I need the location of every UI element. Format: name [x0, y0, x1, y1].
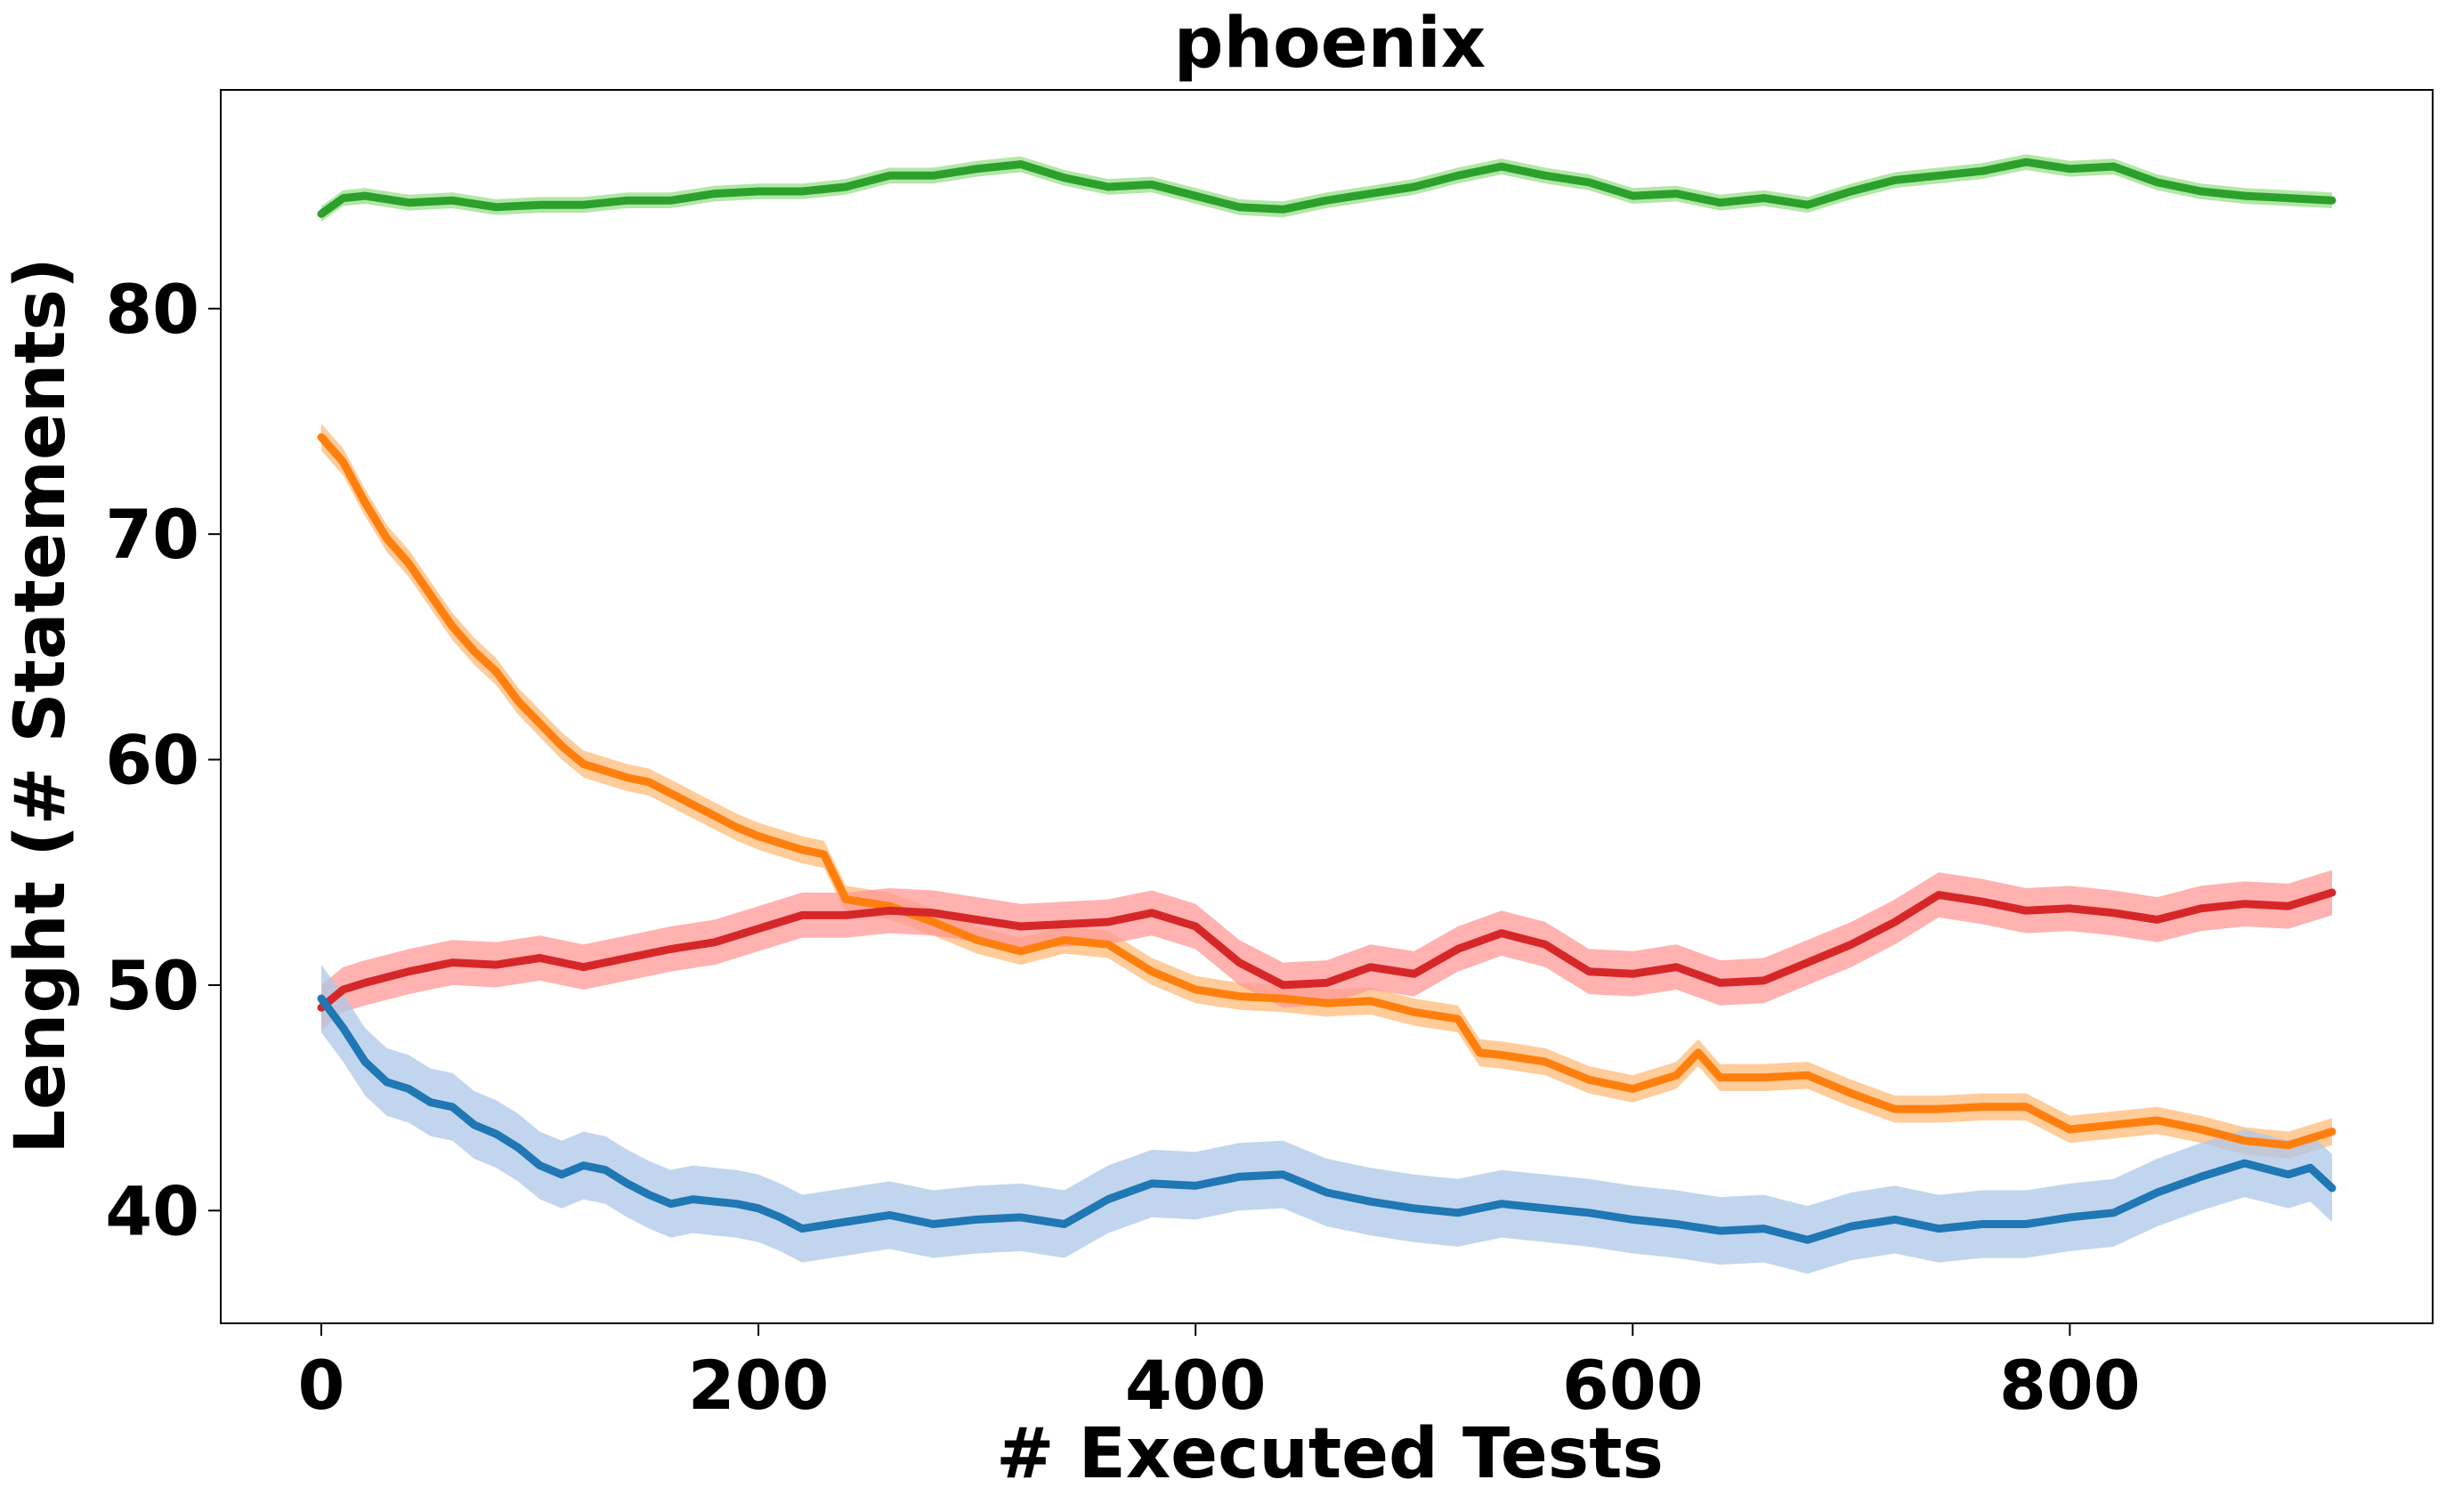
y-tick-label: 70	[105, 495, 199, 574]
x-tick-label: 0	[298, 1346, 345, 1425]
series-3-line	[317, 888, 2337, 1012]
series-2-band	[321, 424, 2332, 1159]
plot-frame	[220, 89, 2434, 1324]
x-axis-label: # Executed Tests	[996, 1414, 1664, 1494]
y-axis-ticks: 40 50 60 70 80	[105, 270, 221, 1250]
y-tick-label: 80	[105, 270, 199, 349]
y-axis-label: Lenght (# Statements)	[1, 257, 81, 1153]
y-tick-label: 50	[105, 946, 199, 1025]
x-tick-label: 200	[688, 1346, 830, 1425]
series-1-band	[321, 154, 2332, 222]
series-2-line	[317, 433, 2337, 1150]
x-tick-label: 400	[1125, 1346, 1267, 1425]
y-tick-label: 40	[105, 1171, 199, 1250]
x-tick-label: 600	[1562, 1346, 1704, 1425]
series-3-band	[321, 869, 2332, 1031]
y-tick-label: 60	[105, 721, 199, 800]
series-4-band	[321, 965, 2332, 1274]
chart-title: phoenix	[1174, 4, 1486, 84]
x-tick-label: 800	[1999, 1346, 2141, 1425]
confidence-bands	[321, 154, 2332, 1274]
series-1-line	[317, 158, 2337, 218]
series-lines	[317, 158, 2337, 1244]
x-axis-ticks: 0 200 400 600 800	[298, 1323, 2141, 1425]
series-4-line	[317, 994, 2337, 1244]
